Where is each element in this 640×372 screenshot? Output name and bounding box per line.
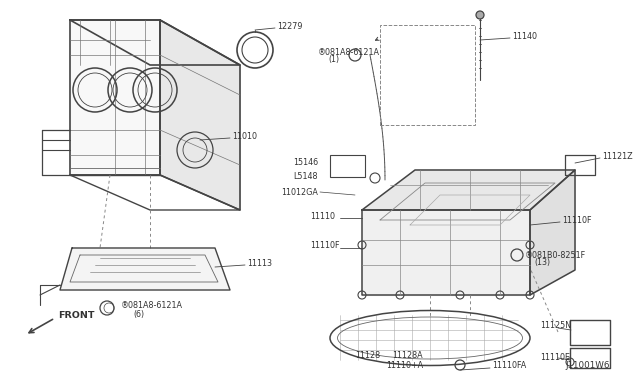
Text: 11125N: 11125N bbox=[540, 321, 571, 330]
Text: (6): (6) bbox=[133, 310, 144, 318]
Text: 11110+A: 11110+A bbox=[387, 362, 424, 371]
Text: 11110: 11110 bbox=[310, 212, 335, 221]
Polygon shape bbox=[70, 20, 240, 65]
Polygon shape bbox=[60, 248, 230, 290]
Text: 15146: 15146 bbox=[293, 157, 318, 167]
Polygon shape bbox=[70, 20, 160, 175]
Text: ®081B0-8251F: ®081B0-8251F bbox=[525, 250, 586, 260]
Text: 11128A: 11128A bbox=[392, 350, 422, 359]
Circle shape bbox=[476, 11, 484, 19]
Polygon shape bbox=[362, 170, 575, 210]
Text: 11113: 11113 bbox=[247, 259, 272, 267]
Text: ®081A8-6121A: ®081A8-6121A bbox=[318, 48, 380, 57]
Polygon shape bbox=[530, 170, 575, 295]
Bar bbox=[330, 155, 365, 177]
Text: J11001W6: J11001W6 bbox=[566, 360, 610, 369]
Text: (13): (13) bbox=[534, 259, 550, 267]
Text: 11110F: 11110F bbox=[562, 215, 591, 224]
Polygon shape bbox=[362, 210, 530, 295]
Text: 11140: 11140 bbox=[512, 32, 537, 41]
Text: 11012GA: 11012GA bbox=[281, 187, 318, 196]
Polygon shape bbox=[160, 20, 240, 210]
Text: 11010: 11010 bbox=[232, 131, 257, 141]
Text: (1): (1) bbox=[328, 55, 339, 64]
Text: 11110F: 11110F bbox=[310, 241, 339, 250]
Text: 11110E: 11110E bbox=[540, 353, 570, 362]
Text: 11121Z: 11121Z bbox=[602, 151, 632, 160]
Text: L5148: L5148 bbox=[294, 171, 318, 180]
Text: FRONT: FRONT bbox=[58, 311, 95, 321]
Text: ®081A8-6121A: ®081A8-6121A bbox=[121, 301, 183, 311]
Text: 11128: 11128 bbox=[355, 350, 380, 359]
Text: 11110FA: 11110FA bbox=[492, 362, 526, 371]
Bar bbox=[380, 25, 475, 125]
Text: 12279: 12279 bbox=[277, 22, 303, 31]
